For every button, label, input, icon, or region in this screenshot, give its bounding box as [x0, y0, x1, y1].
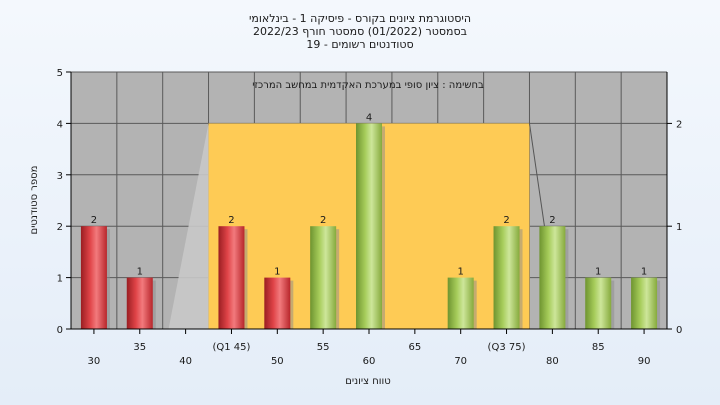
bar-value-label: 2: [91, 215, 97, 226]
bar-value-label: 1: [274, 267, 280, 278]
y2-tick-label: 0: [676, 325, 682, 336]
bar-value-label: 2: [503, 215, 509, 226]
quartile-box-shadow: [168, 123, 209, 330]
bar-value-label: 2: [549, 215, 555, 226]
y-tick-label: 0: [57, 325, 63, 336]
x-tick-label: 30: [88, 356, 101, 367]
y-tick-label: 5: [57, 68, 63, 79]
chart-annotation: בחשימה : ציון סופי במערכת האקדמית במחשב …: [252, 80, 484, 91]
bar: [356, 123, 382, 330]
bar-value-label: 1: [458, 267, 464, 278]
bars: 2 1 2 1 2 4 1 2 2 1 1: [80, 112, 661, 330]
x-tick-label: 40: [179, 356, 192, 367]
x-tick-label: 90: [638, 356, 651, 367]
x-tick-label: (Q3 75): [488, 342, 526, 353]
bar-value-label: 1: [137, 267, 143, 278]
y-tick-label: 1: [57, 274, 63, 285]
bar: [493, 226, 520, 329]
bar: [80, 226, 107, 329]
bar: [631, 277, 658, 329]
bar-value-label: 1: [641, 267, 647, 278]
x-tick-label: 85: [592, 342, 605, 353]
bar-value-label: 4: [366, 112, 372, 123]
chart-title-line-1: היסטוגרמת ציונים בקורס - פיסיקה 1 - בינל…: [249, 12, 471, 25]
bar: [539, 226, 566, 329]
bar: [585, 277, 612, 329]
x-tick-label: 50: [271, 356, 284, 367]
bar: [218, 226, 245, 329]
bar-value-label: 2: [320, 215, 326, 226]
y-tick-label: 4: [57, 119, 63, 130]
x-tick-label: 35: [133, 342, 146, 353]
bar: [264, 277, 291, 329]
x-tick-label: 55: [317, 342, 330, 353]
bar: [126, 277, 153, 329]
x-axis-title: טווח ציונים: [345, 376, 390, 387]
bar-value-label: 1: [595, 267, 601, 278]
x-tick-label: (Q1 45): [212, 342, 250, 353]
x-tick-label: 80: [546, 356, 559, 367]
bar-value-label: 2: [228, 215, 234, 226]
bar: [447, 277, 474, 329]
x-tick-label: 65: [408, 342, 421, 353]
y-tick-label: 3: [57, 171, 63, 182]
chart-title-line-3: סטודנטים רשומים - 19: [306, 38, 413, 51]
y-tick-label: 2: [57, 222, 63, 233]
y2-tick-label: 2: [676, 119, 682, 130]
chart-title-line-2: בסמסטר (01/2022) סמסטר חורף 2022/23: [253, 25, 467, 38]
y-axis-title: מספר סטודנטים: [29, 166, 40, 235]
bar: [310, 226, 337, 329]
x-tick-label: 70: [454, 356, 467, 367]
y2-tick-label: 1: [676, 222, 682, 233]
x-tick-label: 60: [363, 356, 376, 367]
